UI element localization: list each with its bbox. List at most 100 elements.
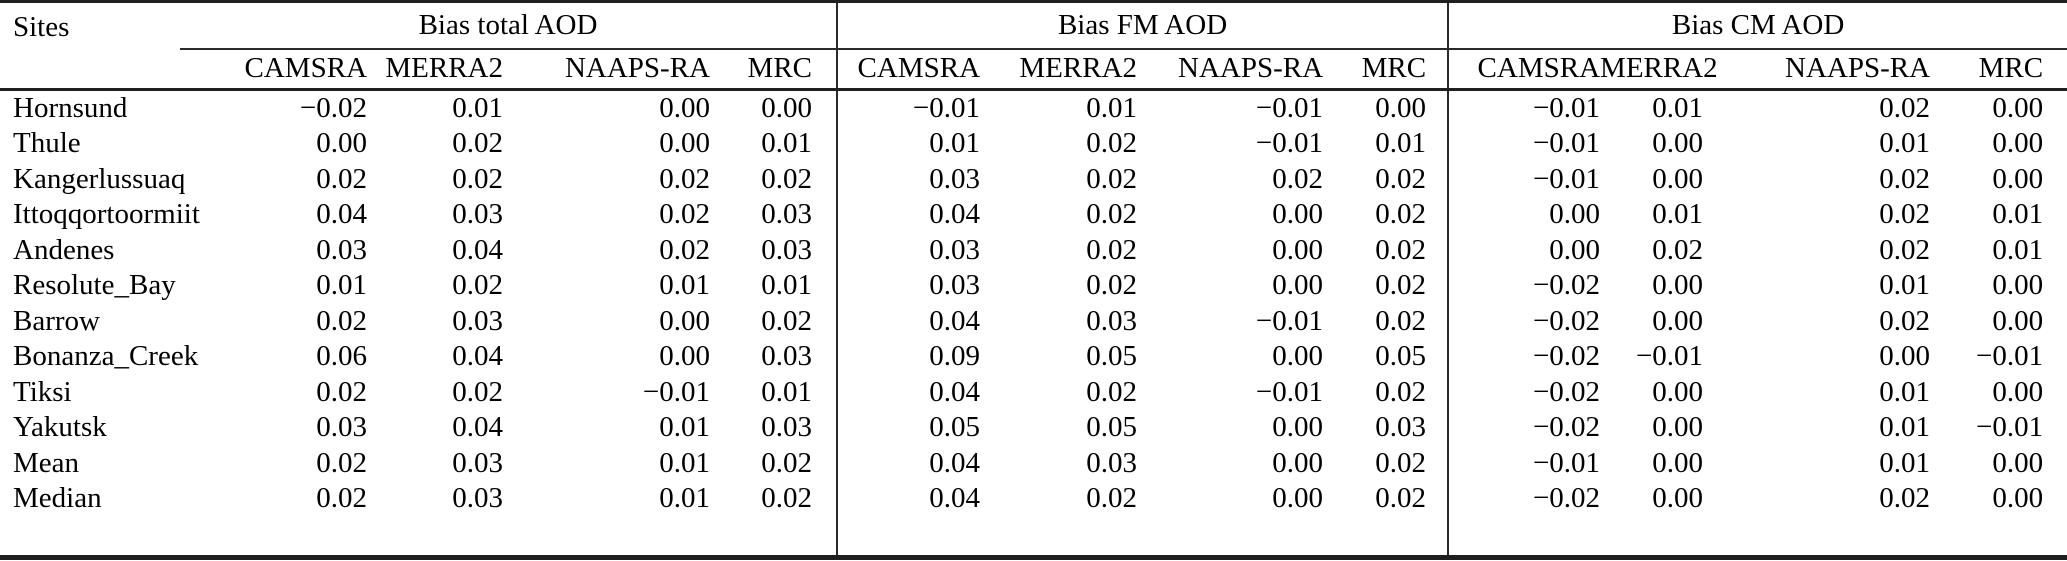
value-cell: 0.00 [1652, 127, 1704, 160]
value-cell: 0.00 [659, 340, 710, 373]
value-cell: 0.02 [1375, 482, 1427, 515]
value-cell: 0.02 [452, 269, 503, 302]
col-header-total-naaps-ra: NAAPS-RA [503, 49, 710, 91]
value-cell: 0.00 [1992, 91, 2044, 124]
value-cell: 0.00 [316, 127, 367, 160]
value-cell: −0.01 [1255, 304, 1324, 337]
value-cell: 0.01 [1086, 91, 1138, 124]
value-cell: 0.00 [1652, 304, 1704, 337]
table-row: Andenes 0.03 0.04 0.02 0.03 0.03 0.02 0.00 0.02 0… [0, 233, 2067, 269]
value-cell: 0.00 [1992, 375, 2044, 408]
value-cell: 0.04 [452, 340, 503, 373]
value-cell: 0.01 [1879, 411, 1931, 444]
value-cell: −0.01 [1255, 375, 1324, 408]
value-cell: 0.02 [452, 162, 503, 195]
value-cell: 0.01 [761, 127, 813, 160]
col-header-cm-camsra: CAMSRA [1447, 49, 1601, 91]
value-cell: 0.00 [1992, 304, 2044, 337]
value-cell: 0.02 [1086, 127, 1138, 160]
value-cell: 0.03 [836, 233, 981, 269]
value-cell: 0.01 [659, 411, 710, 444]
value-cell: −0.01 [1975, 411, 2044, 444]
value-cell: 0.03 [761, 233, 813, 266]
value-cell: 0.00 [1272, 269, 1324, 302]
value-cell: 0.01 [1879, 269, 1931, 302]
col-header-total-mrc: MRC [710, 49, 838, 91]
value-cell: −0.02 [1447, 268, 1601, 304]
value-cell: 0.00 [1447, 233, 1601, 269]
site-cell: Barrow [13, 304, 100, 337]
value-cell: 0.01 [761, 269, 813, 302]
value-cell: −0.01 [1447, 446, 1601, 482]
group-header-row: Sites Bias total AOD Bias FM AOD Bias CM… [0, 1, 2067, 91]
value-cell: 0.00 [659, 91, 710, 124]
table-row: Mean 0.02 0.03 0.01 0.02 0.04 0.03 0.00 0.02 −0.0… [0, 446, 2067, 482]
value-cell: 0.01 [1652, 198, 1704, 231]
site-cell: Thule [13, 127, 81, 160]
col-header-fm-naaps-ra: NAAPS-RA [1137, 49, 1324, 91]
value-cell: 0.02 [1086, 482, 1138, 515]
site-cell: Hornsund [13, 91, 128, 124]
value-cell: 0.02 [1375, 233, 1427, 266]
value-cell: 0.00 [1652, 162, 1704, 195]
value-cell: −0.01 [1255, 91, 1324, 124]
col-header-fm-merra2: MERRA2 [980, 49, 1138, 91]
value-cell: 0.01 [836, 126, 981, 162]
value-cell: 0.01 [1879, 375, 1931, 408]
model-header-row: CAMSRA MERRA2 NAAPS-RA MRC CAMSRA MERRA2… [0, 49, 2067, 91]
value-cell: 0.00 [1992, 127, 2044, 160]
value-cell: 0.00 [1992, 269, 2044, 302]
value-cell: 0.02 [1375, 162, 1427, 195]
table-row: Tiksi 0.02 0.02 −0.01 0.01 0.04 0.02 −0.01 0.02−… [0, 375, 2067, 411]
value-cell: 0.02 [316, 304, 367, 337]
value-cell: 0.03 [761, 198, 813, 231]
spacer-cell [0, 517, 837, 558]
col-header-fm-camsra: CAMSRA [836, 49, 981, 91]
value-cell: 0.02 [761, 482, 813, 515]
value-cell: 0.02 [1272, 162, 1324, 195]
value-cell: 0.03 [761, 340, 813, 373]
value-cell: 0.00 [1652, 411, 1704, 444]
col-header-cm-mrc: MRC [1930, 49, 2067, 91]
value-cell: 0.00 [761, 91, 813, 124]
value-cell: 0.00 [1272, 340, 1324, 373]
value-cell: 0.00 [1375, 91, 1427, 124]
value-cell: 0.03 [1375, 411, 1427, 444]
value-cell: 0.01 [761, 375, 813, 408]
value-cell: 0.00 [1272, 198, 1324, 231]
value-cell: 0.02 [1375, 375, 1427, 408]
col-header-cm-naaps-ra: NAAPS-RA [1703, 49, 1931, 91]
value-cell: −0.01 [1447, 162, 1601, 198]
table-row: Thule 0.00 0.02 0.00 0.01 0.01 0.02 −0.01 0.01 −0… [0, 126, 2067, 162]
value-cell: 0.03 [452, 304, 503, 337]
value-cell: 0.00 [1652, 375, 1704, 408]
value-cell: 0.03 [452, 482, 503, 515]
value-cell: 0.03 [316, 233, 367, 266]
value-cell: 0.01 [1879, 127, 1931, 160]
value-cell: 0.03 [761, 411, 813, 444]
table-row: Kangerlussuaq 0.02 0.02 0.02 0.02 0.03 0.02 0.0… [0, 162, 2067, 198]
value-cell: 0.03 [836, 162, 981, 198]
value-cell: 0.00 [659, 304, 710, 337]
value-cell: 0.02 [1652, 233, 1704, 266]
site-cell: Resolute_Bay [13, 269, 176, 302]
value-cell: 0.02 [452, 127, 503, 160]
value-cell: 0.00 [1272, 233, 1324, 266]
group-header-bias-cm-aod: Bias CM AOD [1447, 1, 2067, 50]
value-cell: −0.02 [1447, 481, 1601, 517]
value-cell: 0.05 [1375, 340, 1427, 373]
value-cell: 0.03 [1086, 304, 1138, 337]
value-cell: 0.03 [452, 198, 503, 231]
col-header-total-camsra: CAMSRA [180, 49, 367, 91]
site-cell: Median [13, 482, 102, 515]
table-body: Hornsund −0.02 0.01 0.00 0.00 −0.01 0.01 −0.01 0… [0, 89, 2067, 558]
value-cell: 0.00 [659, 127, 710, 160]
site-cell: Kangerlussuaq [13, 162, 186, 195]
value-cell: 0.02 [1375, 198, 1427, 231]
value-cell: 0.01 [659, 269, 710, 302]
value-cell: 0.03 [836, 268, 981, 304]
value-cell: 0.04 [452, 233, 503, 266]
value-cell: 0.02 [1086, 233, 1138, 266]
site-cell: Bonanza_Creek [13, 340, 199, 373]
value-cell: 0.00 [1992, 162, 2044, 195]
